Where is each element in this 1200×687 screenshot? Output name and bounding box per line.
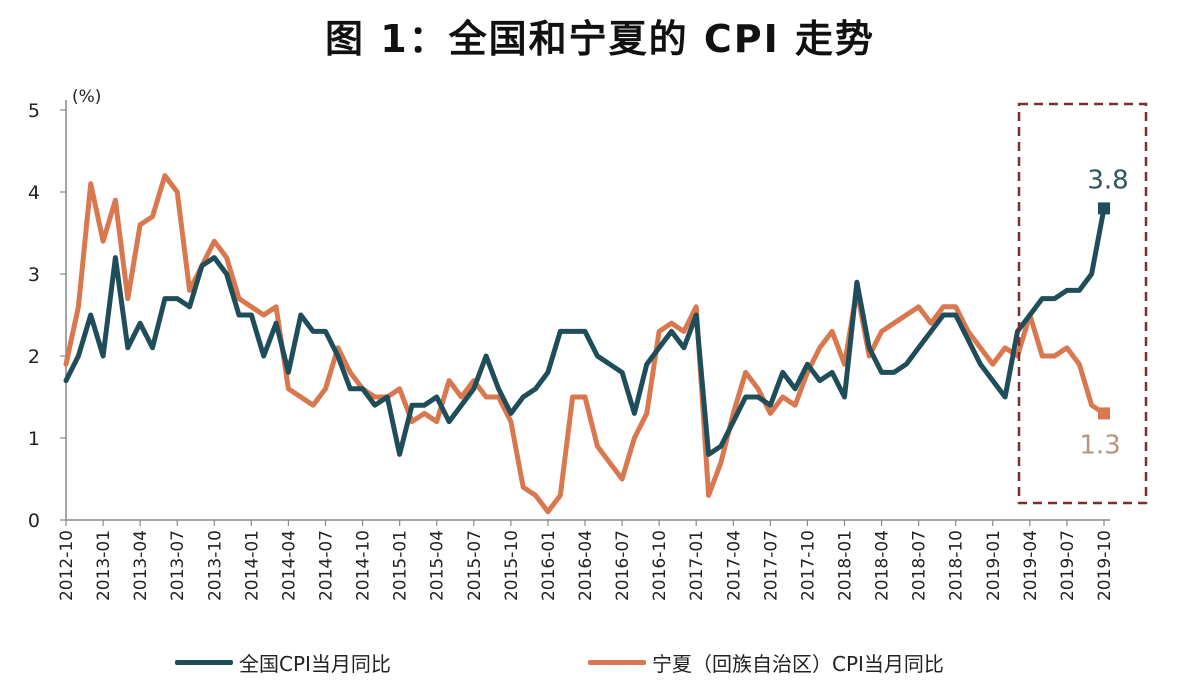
end-marker-ningxia [1098, 407, 1110, 420]
x-tick-label: 2019-01 [984, 530, 1004, 601]
annotation-ningxia-last: 1.3 [1079, 430, 1120, 460]
x-tick-label: 2014-04 [279, 530, 299, 601]
x-tick-label: 2015-10 [502, 530, 522, 601]
legend-swatch-national [175, 660, 233, 665]
end-marker-national [1098, 202, 1110, 215]
legend-label-ningxia: 宁夏（回族自治区）CPI当月同比 [652, 652, 944, 676]
y-tick-label: 2 [28, 346, 40, 368]
x-tick-label: 2012-10 [57, 530, 77, 601]
highlight-box [1017, 102, 1148, 505]
x-tick-label: 2013-10 [205, 530, 225, 601]
x-tick-label: 2019-04 [1021, 530, 1041, 601]
x-tick-label: 2018-10 [947, 530, 967, 601]
x-tick-label: 2018-07 [910, 530, 930, 601]
legend-item-ningxia: 宁夏（回族自治区）CPI当月同比 [588, 648, 944, 677]
legend: 全国CPI当月同比 宁夏（回族自治区）CPI当月同比 [0, 648, 1200, 678]
x-tick-label: 2013-04 [131, 530, 151, 601]
x-tick-label: 2016-04 [576, 530, 596, 601]
x-tick-label: 2014-01 [242, 530, 262, 601]
series-line-national [63, 205, 1107, 457]
y-tick-label: 4 [28, 182, 40, 204]
x-tick-label: 2017-10 [798, 530, 818, 601]
x-tick-label: 2015-07 [465, 530, 485, 601]
x-tick-label: 2017-01 [687, 530, 707, 601]
cpi-line-chart: 0 1 2 3 4 5 (%) 2012-10 2013-01 2013-04 2013-07 201… [28, 87, 1148, 601]
x-tick-label: 2014-07 [317, 530, 337, 601]
y-tick-label: 3 [28, 264, 40, 286]
x-tick-label: 2013-01 [94, 530, 114, 601]
x-tick-label: 2016-07 [613, 530, 633, 601]
legend-label-national: 全国CPI当月同比 [239, 652, 391, 676]
x-tick-label: 2018-01 [836, 530, 856, 601]
x-tick-label: 2013-07 [168, 530, 188, 601]
x-tick-label: 2017-04 [724, 530, 744, 601]
series-line-ningxia [63, 173, 1107, 515]
legend-item-national: 全国CPI当月同比 [175, 648, 391, 677]
x-tick-label: 2016-10 [650, 530, 670, 601]
x-tick-label: 2014-10 [354, 530, 374, 601]
legend-swatch-ningxia [588, 660, 646, 665]
x-tick-label: 2015-01 [391, 530, 411, 601]
y-tick-label: 1 [28, 428, 40, 450]
chart-title: 图 1：全国和宁夏的 CPI 走势 [324, 17, 875, 61]
x-tick-label: 2018-04 [873, 530, 893, 601]
x-tick-label: 2017-07 [761, 530, 781, 601]
x-tick-label: 2016-01 [539, 530, 559, 601]
y-axis-unit: (%) [72, 87, 101, 107]
annotation-national-last: 3.8 [1087, 165, 1128, 195]
y-tick-label: 5 [28, 100, 40, 122]
y-tick-label: 0 [28, 510, 40, 532]
x-tick-label: 2019-10 [1095, 530, 1115, 601]
x-tick-label: 2019-07 [1058, 530, 1078, 601]
x-tick-label: 2015-04 [428, 530, 448, 601]
